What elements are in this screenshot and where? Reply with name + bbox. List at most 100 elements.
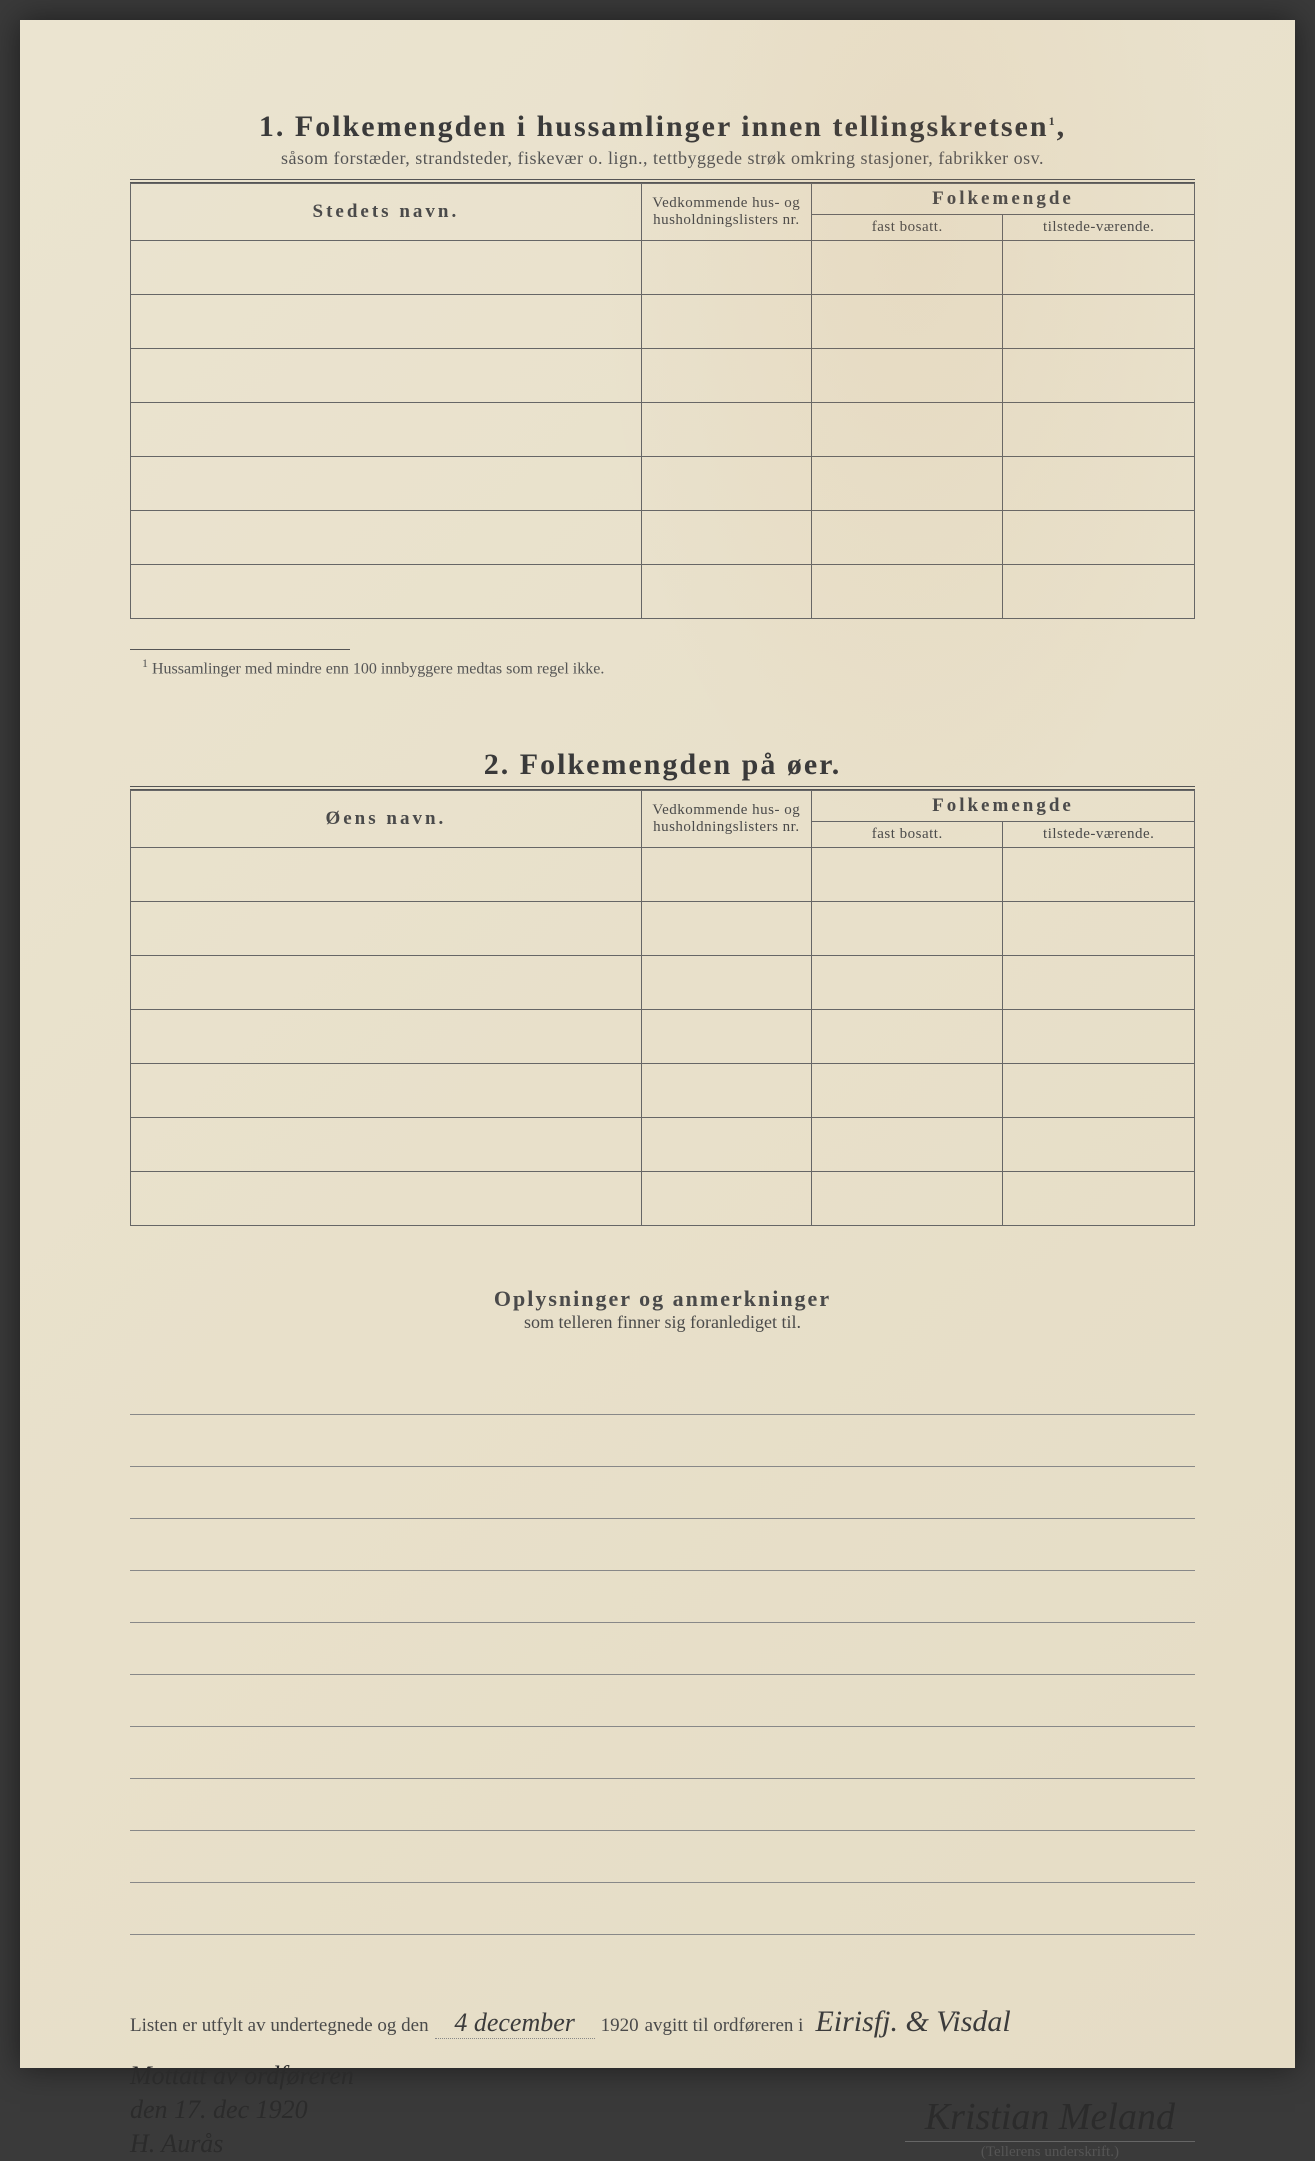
sig-left-line1: Mottatt av ordføreren <box>130 2059 354 2093</box>
table-cell <box>641 956 811 1010</box>
table-cell <box>811 295 1003 349</box>
table-cell <box>131 1118 642 1172</box>
table-cell <box>641 565 811 619</box>
section-1-title-text: Folkemengden i hussamlinger innen tellin… <box>295 110 1049 143</box>
table-row <box>131 511 1195 565</box>
section-1-subtitle: såsom forstæder, strandsteder, fiskevær … <box>130 148 1195 169</box>
ruled-line <box>130 1883 1195 1935</box>
table-row <box>131 241 1195 295</box>
table-row <box>131 956 1195 1010</box>
table-cell <box>1003 457 1195 511</box>
table-row <box>131 1010 1195 1064</box>
table-cell <box>1003 1172 1195 1226</box>
ruled-line <box>130 1727 1195 1779</box>
sig-left-line2: den 17. dec 1920 <box>130 2093 354 2127</box>
table-1-col-folke: Folkemengde <box>811 184 1194 215</box>
table-cell <box>1003 1118 1195 1172</box>
table-cell <box>1003 1010 1195 1064</box>
table-cell <box>131 295 642 349</box>
table-cell <box>811 848 1003 902</box>
ruled-line <box>130 1467 1195 1519</box>
table-row <box>131 1118 1195 1172</box>
teller-signature-label: (Tellerens underskrift.) <box>905 2144 1195 2161</box>
footnote-1: 1 Hussamlinger med mindre enn 100 innbyg… <box>130 656 1195 678</box>
table-cell <box>811 1172 1003 1226</box>
table-2-col-folke: Folkemengde <box>811 791 1194 822</box>
table-cell <box>641 457 811 511</box>
table-cell <box>1003 848 1195 902</box>
table-row <box>131 295 1195 349</box>
remarks-lines <box>130 1363 1195 1935</box>
table-1-col-ref: Vedkommende hus- og husholdningslisters … <box>641 184 811 241</box>
table-1-col-name: Stedets navn. <box>131 184 642 241</box>
table-1-body <box>131 241 1195 619</box>
section-1: 1. Folkemengden i hussamlinger innen tel… <box>130 110 1195 678</box>
table-cell <box>131 902 642 956</box>
section-1-title: 1. Folkemengden i hussamlinger innen tel… <box>130 110 1195 144</box>
ruled-line <box>130 1675 1195 1727</box>
table-cell <box>811 349 1003 403</box>
table-cell <box>641 349 811 403</box>
table-cell <box>131 565 642 619</box>
ruled-line <box>130 1415 1195 1467</box>
table-cell <box>811 1010 1003 1064</box>
table-2-body <box>131 848 1195 1226</box>
table-cell <box>641 1010 811 1064</box>
remarks-section: Oplysninger og anmerkninger som telleren… <box>130 1286 1195 1935</box>
table-cell <box>131 1172 642 1226</box>
teller-signature: Kristian Meland <box>905 2095 1195 2142</box>
section-2: 2. Folkemengden på øer. Øens navn. Vedko… <box>130 748 1195 1226</box>
table-cell <box>811 1118 1003 1172</box>
footnote-text: Hussamlinger med mindre enn 100 innbygge… <box>152 660 604 677</box>
table-1-col-fast: fast bosatt. <box>811 215 1003 241</box>
table-cell <box>811 1064 1003 1118</box>
section-2-title-text: Folkemengden på øer. <box>520 748 841 781</box>
table-row <box>131 902 1195 956</box>
table-row <box>131 349 1195 403</box>
signature-area: Mottatt av ordføreren den 17. dec 1920 H… <box>130 2059 1195 2160</box>
table-cell <box>641 902 811 956</box>
footnote-rule <box>130 649 350 650</box>
table-cell <box>131 1010 642 1064</box>
table-cell <box>131 241 642 295</box>
section-2-title: 2. Folkemengden på øer. <box>130 748 1195 782</box>
table-cell <box>1003 403 1195 457</box>
table-2-col-ref: Vedkommende hus- og husholdningslisters … <box>641 791 811 848</box>
table-2-col-name: Øens navn. <box>131 791 642 848</box>
document-page: 1. Folkemengden i hussamlinger innen tel… <box>20 20 1295 2068</box>
table-2-col-fast: fast bosatt. <box>811 822 1003 848</box>
footnote-sup: 1 <box>142 656 148 670</box>
closing-line: Listen er utfylt av undertegnede og den … <box>130 2005 1195 2039</box>
table-cell <box>1003 902 1195 956</box>
table-row <box>131 1172 1195 1226</box>
signature-left: Mottatt av ordføreren den 17. dec 1920 H… <box>130 2059 354 2160</box>
ruled-line <box>130 1571 1195 1623</box>
table-2: Øens navn. Vedkommende hus- og husholdni… <box>130 790 1195 1226</box>
section-2-number: 2. <box>484 748 511 781</box>
table-cell <box>641 511 811 565</box>
table-row <box>131 848 1195 902</box>
table-cell <box>641 848 811 902</box>
remarks-subtitle: som telleren finner sig foranlediget til… <box>130 1312 1195 1333</box>
ruled-line <box>130 1519 1195 1571</box>
table-cell <box>1003 565 1195 619</box>
table-row <box>131 403 1195 457</box>
table-row <box>131 565 1195 619</box>
table-cell <box>811 457 1003 511</box>
table-cell <box>1003 956 1195 1010</box>
table-cell <box>641 1118 811 1172</box>
closing-date-handwritten: 4 december <box>435 2008 595 2039</box>
closing-year: 1920 <box>601 2015 639 2037</box>
table-cell <box>131 511 642 565</box>
ruled-line <box>130 1363 1195 1415</box>
table-1-col-tilstede: tilstede-værende. <box>1003 215 1195 241</box>
table-row <box>131 457 1195 511</box>
table-cell <box>811 565 1003 619</box>
sig-left-line3: H. Aurås <box>130 2127 354 2161</box>
table-cell <box>811 956 1003 1010</box>
signature-right: Kristian Meland (Tellerens underskrift.) <box>905 2095 1195 2161</box>
table-cell <box>131 349 642 403</box>
table-cell <box>131 848 642 902</box>
table-cell <box>131 457 642 511</box>
table-cell <box>811 902 1003 956</box>
